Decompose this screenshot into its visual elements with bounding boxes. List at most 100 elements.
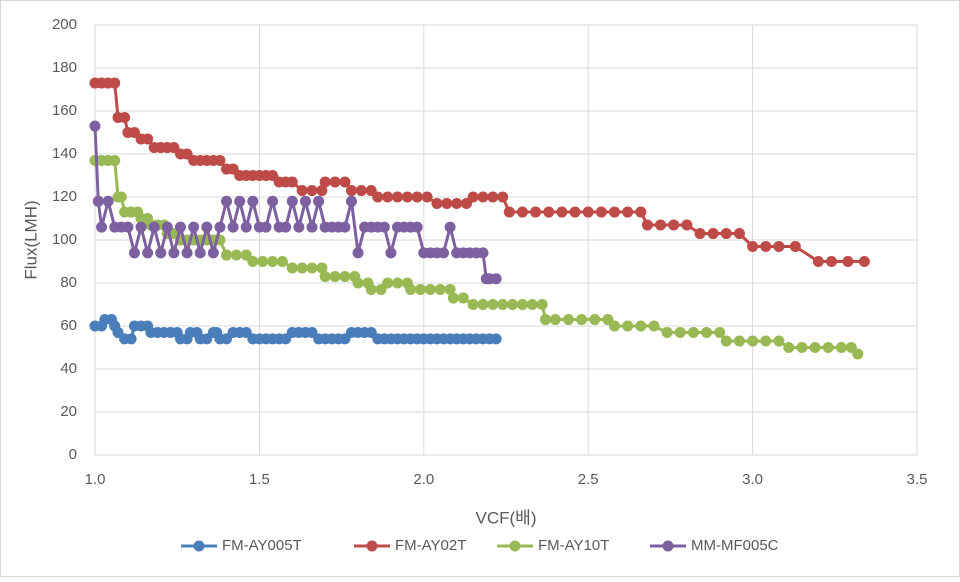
x-tick-label: 2.5 xyxy=(578,471,599,488)
data-point xyxy=(188,221,200,233)
data-point xyxy=(296,262,308,274)
data-point xyxy=(760,335,772,347)
data-point xyxy=(858,256,870,267)
legend-label: FM-AY10T xyxy=(538,537,609,554)
data-point xyxy=(852,348,864,360)
data-point xyxy=(681,219,693,231)
y-tick-label: 140 xyxy=(52,145,77,162)
legend-label: MM-MF005C xyxy=(691,537,779,554)
data-point xyxy=(589,314,601,326)
data-point xyxy=(490,333,502,345)
data-point xyxy=(507,299,519,310)
data-point xyxy=(96,221,108,233)
data-point xyxy=(516,299,528,310)
data-point xyxy=(214,221,226,233)
data-point xyxy=(230,249,242,261)
data-point xyxy=(760,240,772,252)
data-point xyxy=(128,247,140,259)
y-tick-label: 180 xyxy=(52,59,77,76)
data-point xyxy=(536,299,548,310)
data-point xyxy=(119,111,131,123)
data-point xyxy=(293,221,305,233)
data-point xyxy=(89,120,101,132)
legend-marker xyxy=(662,540,674,552)
data-point xyxy=(401,191,413,203)
data-point xyxy=(609,320,621,332)
x-tick-label: 3.5 xyxy=(907,471,928,488)
data-point xyxy=(135,221,147,233)
data-point xyxy=(142,247,154,259)
data-point xyxy=(648,320,660,332)
data-point xyxy=(207,247,219,259)
legend-marker xyxy=(366,540,378,552)
data-point xyxy=(405,283,417,295)
data-point xyxy=(286,176,298,188)
data-point xyxy=(562,314,574,326)
data-point xyxy=(382,191,394,203)
data-point xyxy=(125,333,137,345)
y-tick-label: 40 xyxy=(60,360,77,377)
data-point xyxy=(497,299,509,310)
data-point xyxy=(635,206,647,218)
data-point xyxy=(530,206,542,218)
data-point xyxy=(747,335,759,347)
data-point xyxy=(355,185,367,197)
x-tick-label: 2.0 xyxy=(413,471,434,488)
data-point xyxy=(382,277,394,289)
data-point xyxy=(576,314,588,326)
data-point xyxy=(319,271,331,283)
data-point xyxy=(438,247,450,259)
data-point xyxy=(773,240,785,252)
legend-marker xyxy=(193,540,205,552)
x-tick-label: 1.0 xyxy=(85,471,106,488)
data-point xyxy=(115,191,127,203)
data-point xyxy=(174,221,186,233)
data-point xyxy=(490,273,502,285)
data-point xyxy=(280,221,292,233)
data-point xyxy=(714,326,726,338)
data-point xyxy=(214,154,226,166)
data-point xyxy=(296,185,308,197)
data-point xyxy=(569,206,581,218)
data-point xyxy=(641,219,653,231)
y-tick-label: 0 xyxy=(69,446,77,463)
data-point xyxy=(92,195,104,207)
data-point xyxy=(622,320,634,332)
data-point xyxy=(467,191,479,203)
data-point xyxy=(451,197,463,209)
y-tick-label: 160 xyxy=(52,102,77,119)
data-point xyxy=(306,221,318,233)
data-point xyxy=(385,247,397,259)
y-tick-label: 200 xyxy=(52,16,77,33)
data-point xyxy=(155,247,167,259)
data-point xyxy=(267,195,279,207)
y-tick-label: 20 xyxy=(60,403,77,420)
data-point xyxy=(694,228,706,240)
data-point xyxy=(826,256,838,267)
data-point xyxy=(526,299,538,310)
data-point xyxy=(329,271,341,283)
data-point xyxy=(457,292,469,304)
legend-label: FM-AY005T xyxy=(222,537,302,554)
data-point xyxy=(168,247,180,259)
data-point xyxy=(267,256,279,267)
data-point xyxy=(655,219,667,231)
data-point xyxy=(142,133,154,145)
data-point xyxy=(477,247,489,259)
data-point xyxy=(194,247,206,259)
data-point xyxy=(415,283,427,295)
data-point xyxy=(276,256,288,267)
data-point xyxy=(441,197,453,209)
data-point xyxy=(148,221,160,233)
data-point xyxy=(822,342,834,353)
data-point xyxy=(789,240,801,252)
data-point xyxy=(707,228,719,240)
y-tick-label: 100 xyxy=(52,231,77,248)
data-point xyxy=(234,195,246,207)
data-point xyxy=(701,326,713,338)
data-point xyxy=(102,195,114,207)
data-point xyxy=(556,206,568,218)
y-tick-label: 120 xyxy=(52,188,77,205)
